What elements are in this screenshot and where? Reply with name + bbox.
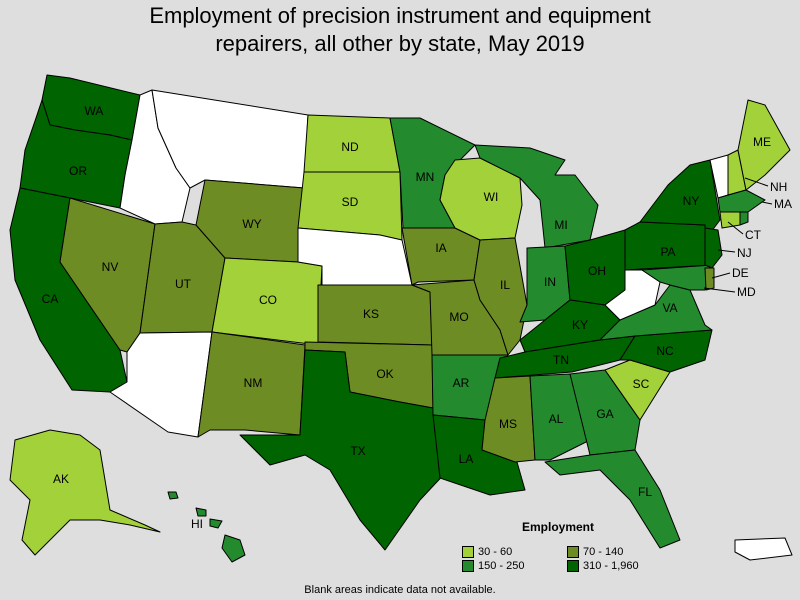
label-MD: MD: [737, 285, 756, 299]
label-NJ: NJ: [737, 246, 752, 260]
label-NC: NC: [656, 344, 674, 358]
label-GA: GA: [596, 407, 613, 421]
label-PA: PA: [660, 245, 675, 259]
label-IA: IA: [435, 241, 446, 255]
label-SD: SD: [342, 195, 359, 209]
label-IN: IN: [544, 275, 556, 289]
label-FL: FL: [638, 485, 652, 499]
state-IL[interactable]: [473, 237, 528, 356]
state-MA[interactable]: [717, 189, 766, 213]
label-TX: TX: [350, 444, 365, 458]
label-MS: MS: [499, 417, 517, 431]
label-NH: NH: [770, 180, 787, 194]
legend-item-4: 310 - 1,960: [567, 560, 677, 572]
state-CT[interactable]: [719, 211, 741, 229]
label-CA: CA: [42, 292, 59, 306]
state-MI[interactable]: [474, 144, 599, 249]
footnote: Blank areas indicate data not available.: [304, 584, 496, 596]
state-HI[interactable]: [221, 534, 246, 563]
label-AL: AL: [549, 412, 564, 426]
legend-swatch-2: [567, 546, 579, 558]
label-CT: CT: [745, 228, 762, 242]
label-WA: WA: [85, 104, 104, 118]
state-DE[interactable]: [704, 267, 715, 291]
label-MA: MA: [774, 197, 792, 211]
state-RI[interactable]: [739, 211, 749, 226]
label-TN: TN: [553, 353, 569, 367]
state-NJ[interactable]: [704, 227, 723, 269]
legend-swatch-1: [462, 546, 474, 558]
label-LA: LA: [459, 452, 474, 466]
label-CO: CO: [259, 293, 277, 307]
state-HI-island-2[interactable]: [195, 507, 207, 517]
label-ND: ND: [341, 140, 359, 154]
legend-title: Employment: [522, 520, 595, 534]
label-KY: KY: [572, 318, 588, 332]
label-IL: IL: [500, 278, 510, 292]
label-DE: DE: [732, 266, 749, 280]
legend-item-2: 70 - 140: [567, 546, 677, 558]
state-TX[interactable]: [239, 349, 449, 551]
label-MO: MO: [449, 310, 468, 324]
legend-label-3: 150 - 250: [478, 560, 525, 572]
label-WI: WI: [484, 190, 499, 204]
label-ME: ME: [753, 135, 771, 149]
label-HI: HI: [191, 517, 203, 531]
state-GA[interactable]: [569, 369, 641, 456]
map-title-line-1: Employment of precision instrument and e…: [149, 3, 651, 28]
label-NY: NY: [683, 194, 700, 208]
legend-label-2: 70 - 140: [583, 546, 624, 558]
legend-label-4: 310 - 1,960: [583, 560, 639, 572]
state-HI-island-1[interactable]: [167, 491, 179, 500]
leader-lines: [703, 177, 773, 293]
legend-item-3: 150 - 250: [462, 560, 567, 572]
state-labels: WA OR CA NV UT WY CO NM ND SD KS OK TX M…: [42, 104, 792, 531]
state-IA[interactable]: [401, 227, 481, 286]
legend-items: 30 - 60 70 - 140 150 - 250 310 - 1,960: [462, 546, 662, 572]
legend-label-1: 30 - 60: [478, 546, 513, 558]
label-NM: NM: [244, 376, 263, 390]
label-SC: SC: [633, 377, 650, 391]
label-UT: UT: [175, 277, 192, 291]
label-VA: VA: [662, 301, 677, 315]
legend-swatch-4: [567, 560, 579, 572]
label-KS: KS: [363, 307, 379, 321]
label-NV: NV: [102, 260, 119, 274]
label-AK: AK: [53, 472, 69, 486]
label-OR: OR: [69, 164, 87, 178]
state-AK[interactable]: [9, 429, 161, 556]
label-AR: AR: [453, 376, 470, 390]
map-title: Employment of precision instrument and e…: [0, 2, 800, 58]
label-MI: MI: [554, 218, 567, 232]
legend: Employment 30 - 60 70 - 140 150 - 250 31…: [462, 520, 662, 572]
legend-swatch-3: [462, 560, 474, 572]
label-WY: WY: [242, 217, 261, 231]
state-FL[interactable]: [544, 449, 681, 549]
state-HI-island-3[interactable]: [209, 518, 223, 529]
legend-item-1: 30 - 60: [462, 546, 567, 558]
state-PR[interactable]: [734, 537, 793, 561]
label-OK: OK: [376, 367, 393, 381]
label-MN: MN: [416, 170, 435, 184]
map-title-line-2: repairers, all other by state, May 2019: [215, 31, 585, 56]
label-OH: OH: [588, 264, 606, 278]
